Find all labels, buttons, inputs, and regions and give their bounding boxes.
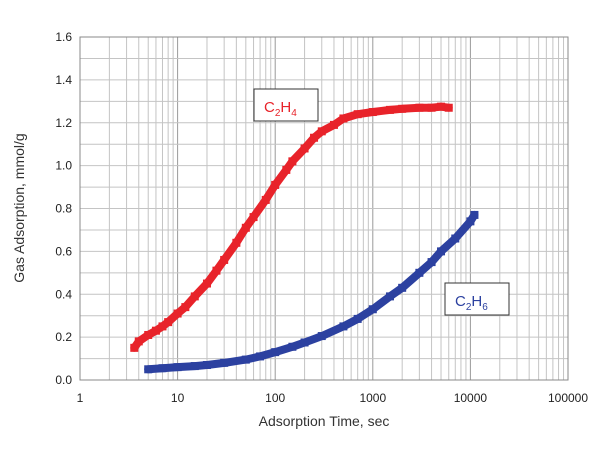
series-label-c2h4: C2H4 xyxy=(253,88,319,122)
data-point xyxy=(288,157,297,166)
x-tick-label: 10 xyxy=(171,391,185,405)
data-point xyxy=(220,358,229,367)
data-point xyxy=(158,322,167,331)
plot-frame xyxy=(79,36,569,381)
y-tick-label: 1.4 xyxy=(55,73,72,87)
data-point xyxy=(353,110,362,119)
y-tick-label: 1.0 xyxy=(55,159,72,173)
series-label-text: C2H4 xyxy=(264,99,297,119)
x-tick-label: 100 xyxy=(265,391,285,405)
data-point xyxy=(415,268,424,277)
data-point xyxy=(437,102,446,111)
data-point xyxy=(353,314,362,323)
data-point xyxy=(310,133,319,142)
x-axis-title: Adsorption Time, sec xyxy=(259,413,390,429)
data-point xyxy=(190,362,199,371)
y-axis-title: Gas Adsorption, mmol/g xyxy=(11,133,27,282)
data-point xyxy=(130,343,139,352)
data-point xyxy=(202,360,211,369)
x-tick-label: 10000 xyxy=(454,391,488,405)
x-tick-label: 100000 xyxy=(548,391,588,405)
data-point xyxy=(329,120,338,129)
data-point xyxy=(466,217,475,226)
data-point xyxy=(164,318,173,327)
data-point xyxy=(271,180,280,189)
data-point xyxy=(427,258,436,267)
data-point xyxy=(190,292,199,301)
data-point xyxy=(173,309,182,318)
data-point xyxy=(451,234,460,243)
data-point xyxy=(271,348,280,357)
data-point xyxy=(398,283,407,292)
series-layer xyxy=(130,102,479,374)
x-tick-label: 1000 xyxy=(359,391,386,405)
series-label-box xyxy=(253,88,319,122)
y-tick-label: 0.4 xyxy=(55,287,72,301)
data-point xyxy=(415,103,424,112)
data-point xyxy=(282,165,291,174)
data-point xyxy=(173,363,182,372)
y-tick-label: 1.2 xyxy=(55,116,72,130)
data-point xyxy=(300,338,309,347)
data-point xyxy=(261,195,270,204)
series-c2h4 xyxy=(130,102,453,352)
data-point xyxy=(220,255,229,264)
data-point xyxy=(368,305,377,314)
data-point xyxy=(317,332,326,341)
data-point xyxy=(339,114,348,123)
y-tick-label: 0.2 xyxy=(55,330,72,344)
data-point xyxy=(385,105,394,114)
tick-labels: 1 10 100 1000 10000 100000 0.0 0.2 0.4 0.6 0.8 1.0 1… xyxy=(55,30,588,405)
data-point xyxy=(437,247,446,256)
data-point xyxy=(427,103,436,112)
data-point xyxy=(317,127,326,136)
y-tick-label: 0.8 xyxy=(55,202,72,216)
data-point xyxy=(181,303,190,312)
y-tick-label: 1.6 xyxy=(55,30,72,44)
series-c2h6 xyxy=(144,210,479,374)
data-point xyxy=(470,210,479,219)
data-point xyxy=(339,322,348,331)
data-point xyxy=(385,292,394,301)
series-label-c2h6: C2H6 xyxy=(444,282,510,316)
x-tick-label: 1 xyxy=(77,391,84,405)
data-point xyxy=(444,103,453,112)
data-point xyxy=(158,364,167,373)
data-point xyxy=(288,342,297,351)
series-label-box xyxy=(444,282,510,316)
data-point xyxy=(232,238,241,247)
y-tick-label: 0.0 xyxy=(55,373,72,387)
data-point xyxy=(368,108,377,117)
data-point xyxy=(151,326,160,335)
data-point xyxy=(212,266,221,275)
data-point xyxy=(241,355,250,364)
y-tick-label: 0.6 xyxy=(55,244,72,258)
data-point xyxy=(241,223,250,232)
data-point xyxy=(249,213,258,222)
data-point xyxy=(144,365,153,374)
data-point xyxy=(202,279,211,288)
data-point xyxy=(256,352,265,361)
data-point xyxy=(134,337,143,346)
data-point xyxy=(398,104,407,113)
data-point xyxy=(144,330,153,339)
series-label-text: C2H6 xyxy=(455,293,488,313)
data-point xyxy=(300,144,309,153)
